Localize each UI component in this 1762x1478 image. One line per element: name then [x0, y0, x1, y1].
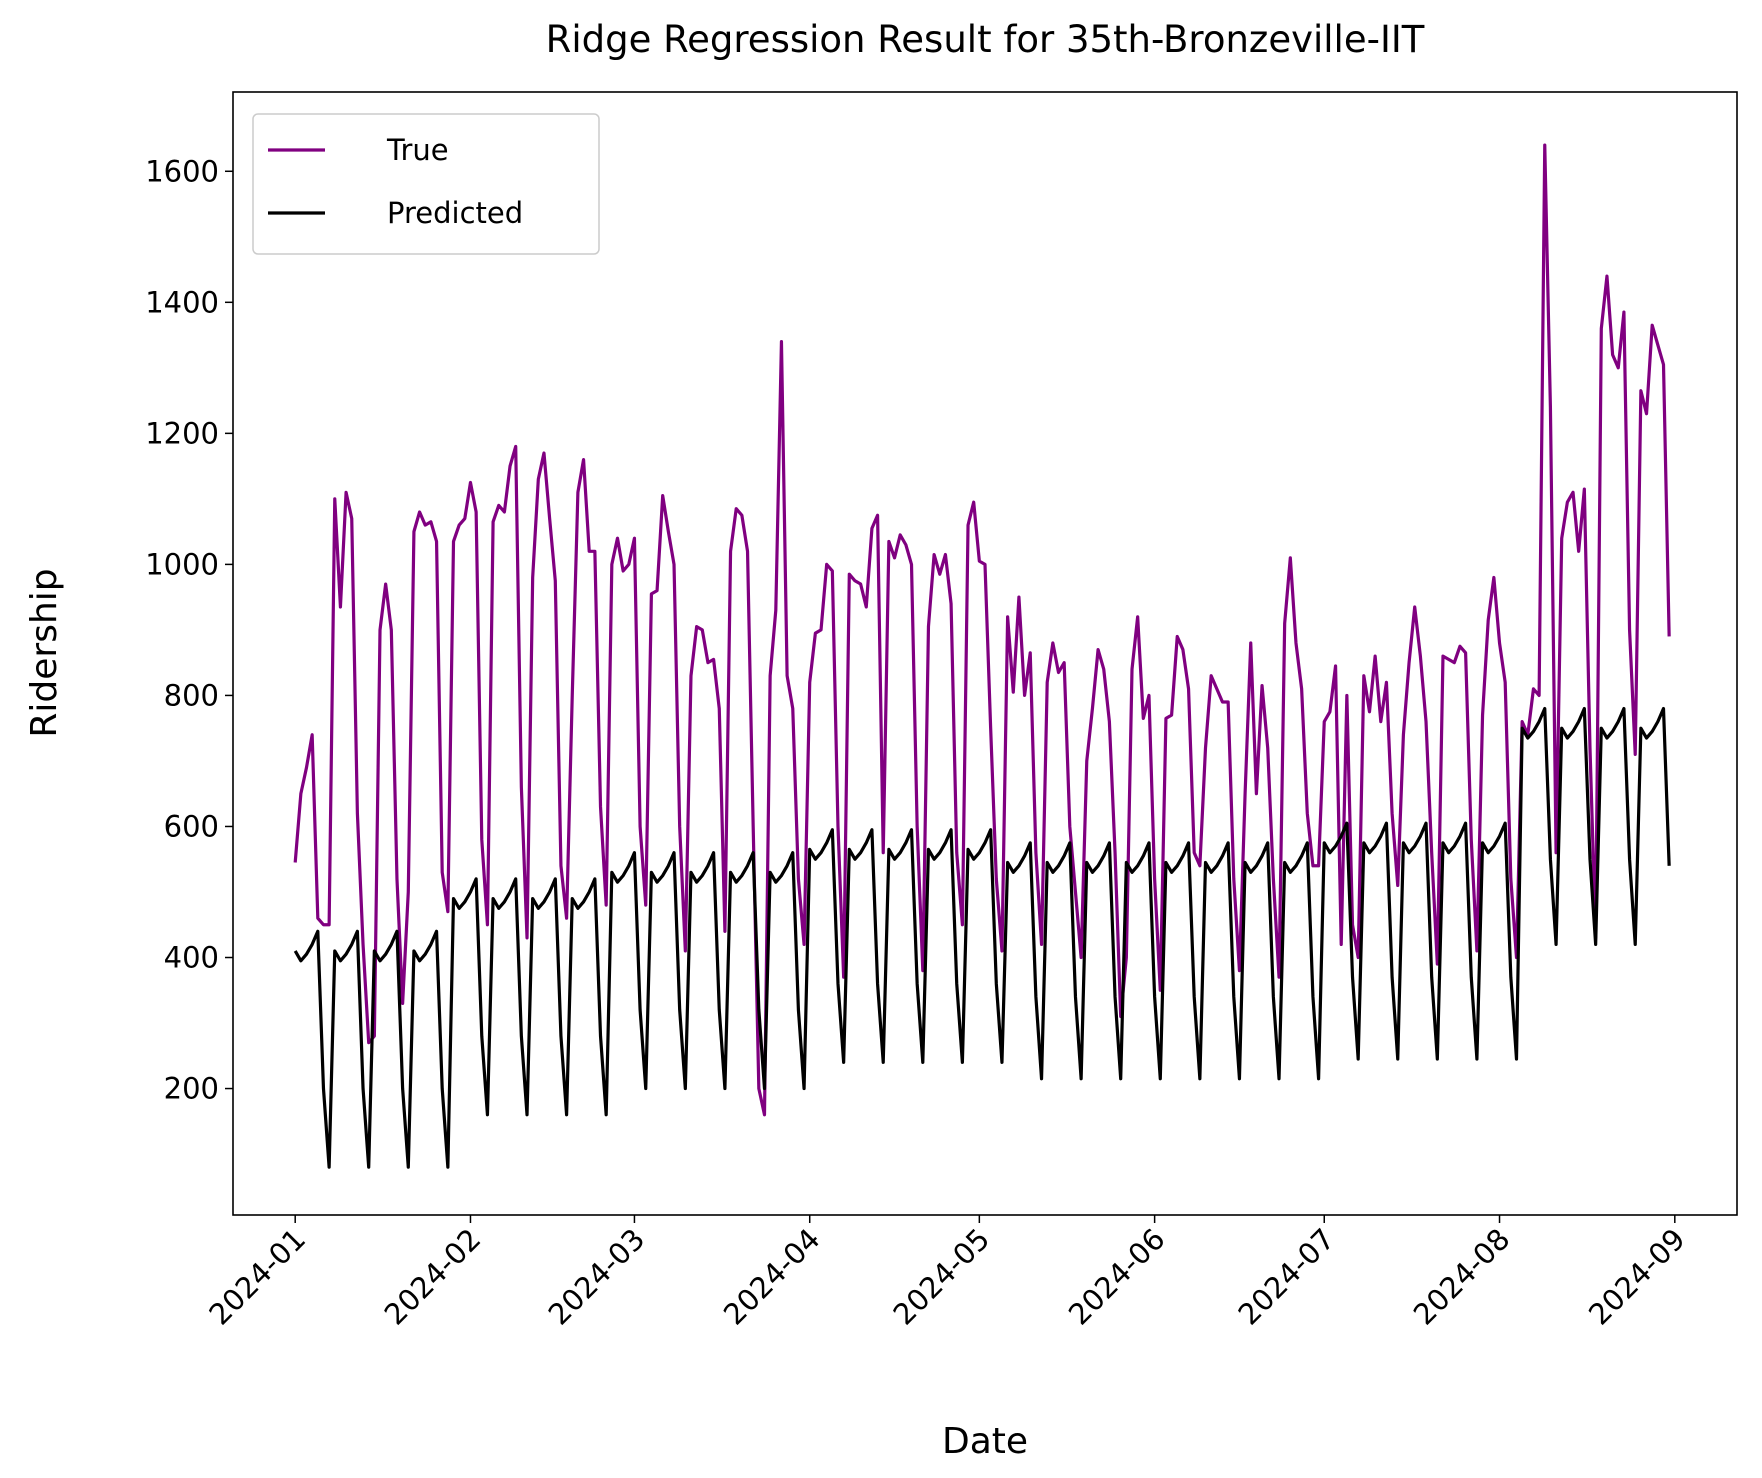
- x-axis-label: Date: [942, 1421, 1028, 1462]
- series-line: [293, 143, 1671, 1117]
- x-tick-label: 2024-04: [717, 1222, 827, 1332]
- x-tick-label: 2024-06: [1062, 1222, 1172, 1332]
- y-tick-label: 400: [164, 941, 219, 975]
- y-tick-label: 800: [164, 678, 219, 712]
- y-tick-label: 200: [164, 1072, 219, 1106]
- series-line: [293, 706, 1671, 1169]
- plot-frame: [232, 91, 1738, 1216]
- x-tick-label: 2024-02: [378, 1222, 488, 1332]
- y-tick-label: 1600: [145, 154, 219, 188]
- x-tick-label: 2024-05: [887, 1222, 997, 1332]
- x-tick-label: 2024-08: [1407, 1222, 1517, 1332]
- chart-title: Ridge Regression Result for 35th-Bronzev…: [546, 18, 1425, 61]
- y-tick-label: 600: [164, 809, 219, 843]
- x-tick-label: 2024-09: [1582, 1222, 1692, 1332]
- legend-box: [252, 113, 600, 255]
- x-tick-label: 2024-03: [542, 1222, 652, 1332]
- y-tick-label: 1400: [145, 285, 219, 319]
- y-tick-label: 1000: [145, 547, 219, 581]
- legend-label: True: [386, 133, 449, 167]
- x-tick-label: 2024-01: [202, 1222, 312, 1332]
- legend-label: Predicted: [387, 196, 523, 230]
- y-axis-label: Ridership: [24, 568, 65, 737]
- y-tick-label: 1200: [145, 416, 219, 450]
- x-tick-label: 2024-07: [1231, 1222, 1341, 1332]
